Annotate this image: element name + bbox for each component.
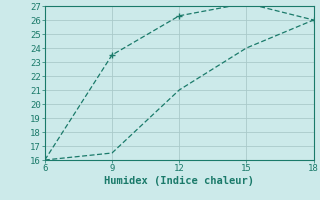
X-axis label: Humidex (Indice chaleur): Humidex (Indice chaleur) (104, 176, 254, 186)
